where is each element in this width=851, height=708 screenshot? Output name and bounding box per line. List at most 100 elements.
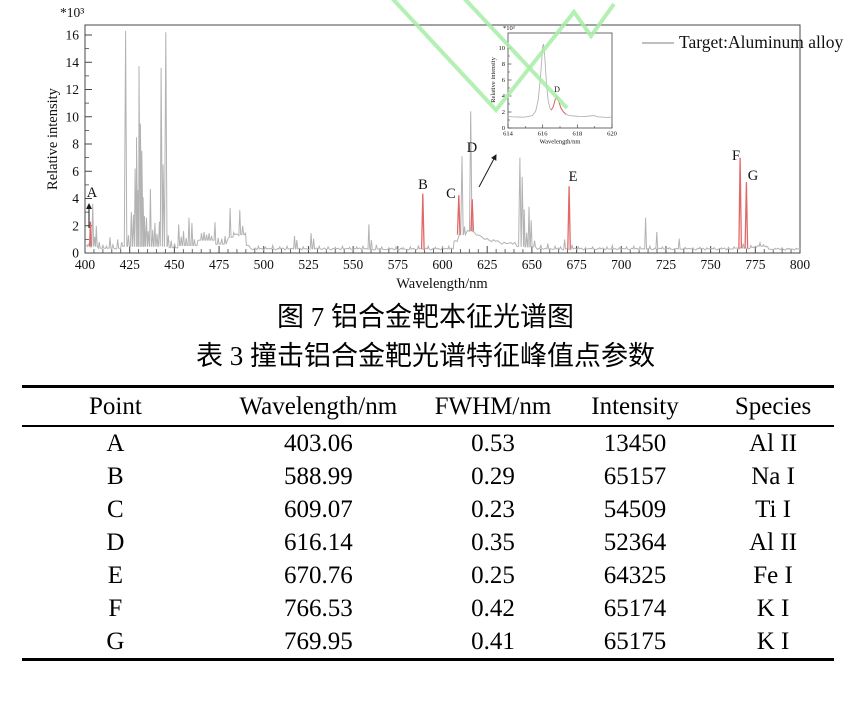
x-tick-label: 500 [254, 257, 275, 272]
green-beam-line [463, 0, 569, 110]
table-row: G 769.95 0.41 65175 K I [22, 625, 834, 660]
annotation-arrow [478, 154, 497, 188]
x-tick-label: 575 [388, 257, 409, 272]
table-cell: 0.41 [471, 628, 515, 655]
x-tick-label: 775 [745, 257, 766, 272]
inset-peak-label-d: D [554, 85, 560, 94]
table-cell: 13450 [603, 430, 667, 457]
green-beams [390, 0, 616, 114]
x-tick-label: 650 [522, 257, 543, 272]
x-axis-label: Wavelength/nm [396, 276, 488, 292]
table-cell: 0.42 [471, 595, 515, 622]
table-cell: 65157 [603, 463, 667, 490]
table-cell: Fe I [753, 562, 793, 589]
table-cell: Al II [749, 430, 798, 457]
x-tick-label: 750 [701, 257, 722, 272]
table-cell: 65175 [603, 628, 667, 655]
inset-x-axis-label: Wavelength/nm [540, 139, 581, 146]
table-title: 表 3 撞击铝合金靶光谱特征峰值点参数 [196, 341, 655, 371]
x-tick-label: 525 [298, 257, 319, 272]
y-tick-label: 4 [72, 191, 79, 206]
x-tick-label: 450 [164, 257, 185, 272]
table-cell: Na I [751, 463, 795, 490]
table-cell: E [107, 562, 124, 589]
x-tick-label: 425 [120, 257, 141, 272]
table-cell: 0.35 [471, 529, 515, 556]
y-tick-label: 6 [72, 164, 79, 179]
table-cell: G [106, 628, 125, 655]
table-cell: C [107, 496, 124, 523]
table-cell: 766.53 [283, 595, 353, 622]
inset-y-scale-label: *10³ [503, 25, 515, 32]
red-peak-f [738, 157, 743, 249]
inset-y-axis-label: Relative intensity [490, 56, 497, 102]
inset-y-tick-label: 0 [502, 125, 505, 132]
x-tick-label: 800 [790, 257, 811, 272]
table-header-row: Point Wavelength/nm FWHM/nm Intensity Specie… [22, 386, 834, 427]
inset-y-tick-label: 8 [502, 61, 505, 68]
table-cell: 0.23 [471, 496, 515, 523]
x-tick-label: 700 [611, 257, 632, 272]
table-row: E 670.76 0.25 64325 Fe I [22, 559, 834, 592]
table-cell: B [107, 463, 124, 490]
table-cell: Ti I [755, 496, 792, 523]
table-header-cell: FWHM/nm [427, 386, 558, 427]
table-header-cell: Wavelength/nm [208, 386, 428, 427]
table-cell: Al II [749, 529, 798, 556]
inset-chart: 614 616 618 620 0 2 4 6 8 10 [499, 32, 617, 138]
peak-label-e: E [569, 169, 578, 185]
peak-label-b: B [418, 177, 428, 193]
table-cell: 588.99 [283, 463, 353, 490]
table-cell: 670.76 [283, 562, 353, 589]
green-beam-line [390, 0, 616, 114]
y-tick-label: 14 [66, 55, 80, 70]
table-row: C 609.07 0.23 54509 Ti I [22, 493, 834, 526]
plot-frame [84, 24, 801, 254]
inset-x-tick-label: 614 [503, 131, 514, 138]
inset-y-tick-label: 2 [502, 109, 505, 116]
y-tick-label: 0 [72, 246, 79, 261]
table-cell: K I [756, 628, 790, 655]
x-tick-label: 675 [566, 257, 587, 272]
red-peak-a [88, 221, 92, 247]
red-peak-d [470, 199, 475, 232]
table-cell: 0.29 [471, 463, 515, 490]
x-tick-label: 475 [209, 257, 230, 272]
y-tick-label: 10 [66, 109, 80, 124]
y-axis-label: Relative intensity [45, 87, 61, 190]
y-tick-label: 2 [72, 218, 79, 233]
table-header-cell: Point [22, 386, 209, 427]
inset-x-tick-label: 620 [607, 131, 617, 138]
y-tick-label: 16 [66, 28, 80, 43]
spectrum-trace [84, 30, 801, 251]
inset-y-tick-label: 6 [502, 77, 506, 84]
table-cell: 64325 [603, 562, 667, 589]
inset-x-tick-label: 616 [538, 131, 549, 138]
peak-label-a: A [87, 185, 98, 201]
table-cell: 54509 [603, 496, 667, 523]
table-row: F 766.53 0.42 65174 K I [22, 592, 834, 625]
table-cell: 52364 [603, 529, 667, 556]
legend-label: Target:Aluminum alloy [679, 32, 843, 52]
x-tick-label: 625 [477, 257, 498, 272]
table-header-cell: Intensity [557, 386, 713, 427]
table-cell: A [106, 430, 125, 457]
red-peak-b [420, 193, 425, 249]
x-tick-label: 550 [343, 257, 364, 272]
table-cell: 0.53 [471, 430, 515, 457]
table-cell: F [108, 595, 123, 622]
x-tick-label: 600 [432, 257, 453, 272]
table-cell: 65174 [603, 595, 667, 622]
spectrum-chart: *10³ Relative intensity Wavelength/nm Ta… [45, 0, 843, 292]
figure-7-spectrum: *10³ Relative intensity Wavelength/nm Ta… [0, 0, 851, 296]
peak-parameters-table: Point Wavelength/nm FWHM/nm Intensity Specie… [22, 385, 834, 661]
table-cell: 403.06 [283, 430, 353, 457]
table-cell: 616.14 [283, 529, 353, 556]
y-tick-label: 12 [66, 82, 80, 97]
red-peak-e [567, 186, 571, 249]
table-header-cell: Species [712, 386, 834, 427]
x-tick-label: 400 [75, 257, 96, 272]
inset-y-tick-label: 4 [502, 93, 506, 100]
inset-y-tick-label: 10 [499, 45, 506, 52]
table-row: D 616.14 0.35 52364 Al II [22, 526, 834, 559]
